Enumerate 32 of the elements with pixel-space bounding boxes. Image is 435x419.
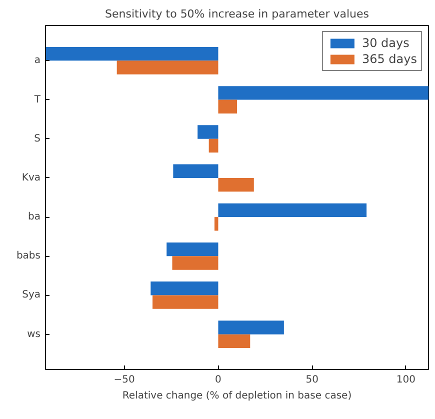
- bar: [198, 125, 218, 139]
- y-tick-label: ws: [27, 328, 40, 340]
- x-tick-label: 50: [306, 374, 318, 386]
- bar: [218, 100, 237, 114]
- bar: [218, 320, 284, 334]
- x-axis-title: Relative change (% of depletion in base case): [122, 390, 352, 402]
- bar: [116, 60, 218, 74]
- bar: [46, 47, 218, 61]
- x-tick-label: 0: [215, 374, 222, 386]
- legend-label: 365 days: [362, 52, 417, 66]
- bar: [173, 164, 218, 178]
- bar: [218, 334, 250, 348]
- x-tick-label: 100: [396, 374, 416, 386]
- bar: [150, 282, 218, 296]
- bar: [218, 86, 428, 100]
- bar: [172, 256, 218, 270]
- y-tick-label: Sya: [22, 290, 41, 301]
- y-tick-label: T: [33, 94, 42, 106]
- y-tick-label: babs: [16, 250, 41, 262]
- y-tick-label: Kva: [22, 172, 41, 184]
- y-tick-label: S: [34, 133, 41, 144]
- legend-label: 30 days: [362, 36, 410, 50]
- y-tick-label: a: [34, 55, 41, 66]
- bar: [152, 295, 218, 309]
- bar: [208, 138, 218, 153]
- bar: [218, 203, 367, 218]
- bar: [218, 178, 254, 192]
- chart-title: Sensitivity to 50% increase in parameter values: [105, 8, 370, 20]
- bar: [166, 242, 218, 256]
- y-tick-label: ba: [28, 212, 41, 223]
- x-tick-label: −50: [114, 374, 135, 386]
- bar: [214, 217, 218, 231]
